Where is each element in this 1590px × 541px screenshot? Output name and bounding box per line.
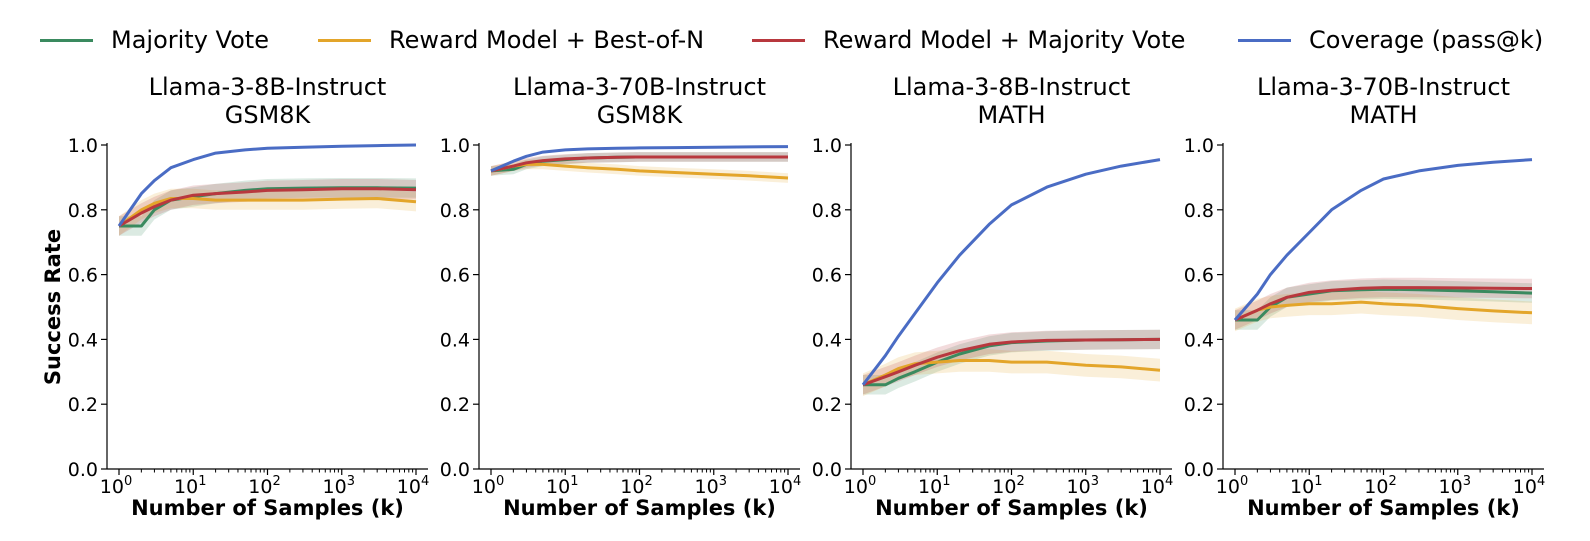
x-axis-label: Number of Samples (k): [131, 496, 404, 520]
x-tick-label: 100: [472, 474, 504, 498]
y-axis-label: Success Rate: [41, 229, 65, 385]
x-tick-label: 101: [546, 474, 578, 498]
series-band-majority-vote: [863, 329, 1160, 395]
x-tick-label: 103: [695, 474, 727, 498]
x-tick-label: 104: [1141, 474, 1173, 498]
x-tick-label: 101: [174, 474, 206, 498]
x-tick-label: 102: [1364, 474, 1396, 498]
series-line-coverage: [1233, 158, 1533, 321]
y-tick-label: 0.2: [68, 394, 98, 416]
x-tick-label: 102: [248, 474, 280, 498]
x-tick-label: 102: [620, 474, 652, 498]
series-line-rm-majority-vote: [1234, 286, 1533, 322]
x-tick-label: 104: [397, 474, 429, 498]
x-axis-label: Number of Samples (k): [875, 496, 1148, 520]
y-tick-label: 1.0: [1184, 135, 1214, 157]
y-tick-label: 0.0: [440, 459, 470, 481]
x-tick-label: 100: [844, 474, 876, 498]
series-line-coverage: [117, 143, 417, 227]
chart-title-line2: GSM8K: [597, 101, 684, 129]
y-tick-label: 0.4: [68, 329, 98, 351]
legend-label: Coverage (pass@k): [1309, 26, 1544, 54]
y-tick-label: 0.8: [440, 200, 470, 222]
y-tick-label: 0.2: [1184, 394, 1214, 416]
y-tick-label: 0.8: [812, 200, 842, 222]
y-tick-label: 0.6: [68, 265, 98, 287]
legend-item-rm-majority-vote: Reward Model + Majority Vote: [752, 24, 1185, 56]
legend-label: Reward Model + Majority Vote: [823, 26, 1186, 54]
series-band-majority-vote: [119, 178, 416, 236]
series-band-rm-majority-vote: [119, 179, 416, 236]
x-tick-label: 100: [100, 474, 132, 498]
legend-swatch: [1238, 38, 1291, 42]
legend: Majority Vote Reward Model + Best-of-N Rew…: [0, 0, 1590, 80]
chart-title-line2: GSM8K: [225, 101, 312, 129]
chart-title-line2: MATH: [1350, 101, 1418, 129]
y-tick-label: 1.0: [812, 135, 842, 157]
legend-label: Majority Vote: [111, 26, 269, 54]
chart-title-line2: MATH: [978, 101, 1046, 129]
y-tick-label: 1.0: [440, 135, 470, 157]
series-line-rm-majority-vote: [118, 187, 417, 228]
x-tick-label: 103: [323, 474, 355, 498]
y-tick-label: 0.0: [1184, 459, 1214, 481]
x-tick-label: 103: [1067, 474, 1099, 498]
y-tick-label: 0.8: [68, 200, 98, 222]
series-line-coverage: [861, 158, 1161, 386]
legend-label: Reward Model + Best-of-N: [389, 26, 705, 54]
y-tick-label: 0.4: [1184, 329, 1214, 351]
y-tick-label: 0.0: [812, 459, 842, 481]
series-band-rm-majority-vote: [863, 329, 1160, 395]
series-line-rm-best-of-n: [862, 359, 1161, 387]
x-tick-label: 102: [992, 474, 1024, 498]
y-tick-label: 0.4: [812, 329, 842, 351]
y-tick-label: 0.6: [812, 265, 842, 287]
chart-title-line1: Llama-3-70B-Instruct: [513, 73, 766, 101]
x-tick-label: 100: [1216, 474, 1248, 498]
x-tick-label: 103: [1439, 474, 1471, 498]
y-tick-label: 0.2: [440, 394, 470, 416]
y-tick-label: 0.6: [1184, 265, 1214, 287]
series-line-rm-best-of-n: [118, 197, 417, 228]
series-line-rm-majority-vote: [490, 155, 788, 173]
series-line-rm-majority-vote: [862, 337, 1161, 387]
y-tick-label: 0.0: [68, 459, 98, 481]
y-tick-label: 0.8: [1184, 200, 1214, 222]
x-tick-label: 104: [769, 474, 801, 498]
x-axis-label: Number of Samples (k): [1247, 496, 1520, 520]
y-tick-label: 0.2: [812, 394, 842, 416]
chart-title-line1: Llama-3-8B-Instruct: [149, 73, 387, 101]
y-tick-label: 0.4: [440, 329, 470, 351]
series-line-rm-best-of-n: [1234, 300, 1533, 322]
legend-item-coverage: Coverage (pass@k): [1238, 24, 1543, 56]
x-tick-label: 101: [918, 474, 950, 498]
x-tick-label: 104: [1513, 474, 1545, 498]
series-line-coverage: [490, 145, 789, 173]
legend-swatch: [40, 38, 93, 42]
legend-swatch: [318, 38, 371, 42]
x-axis-label: Number of Samples (k): [503, 496, 776, 520]
legend-item-majority-vote: Majority Vote: [40, 24, 269, 56]
y-tick-label: 0.6: [440, 265, 470, 287]
legend-swatch: [752, 38, 805, 42]
chart-title-line1: Llama-3-70B-Instruct: [1257, 73, 1510, 101]
y-tick-label: 1.0: [68, 135, 98, 157]
chart-title-line1: Llama-3-8B-Instruct: [893, 73, 1131, 101]
x-tick-label: 101: [1290, 474, 1322, 498]
legend-item-rm-best-of-n: Reward Model + Best-of-N: [318, 24, 704, 56]
series-band-rm-best-of-n: [1235, 290, 1532, 332]
